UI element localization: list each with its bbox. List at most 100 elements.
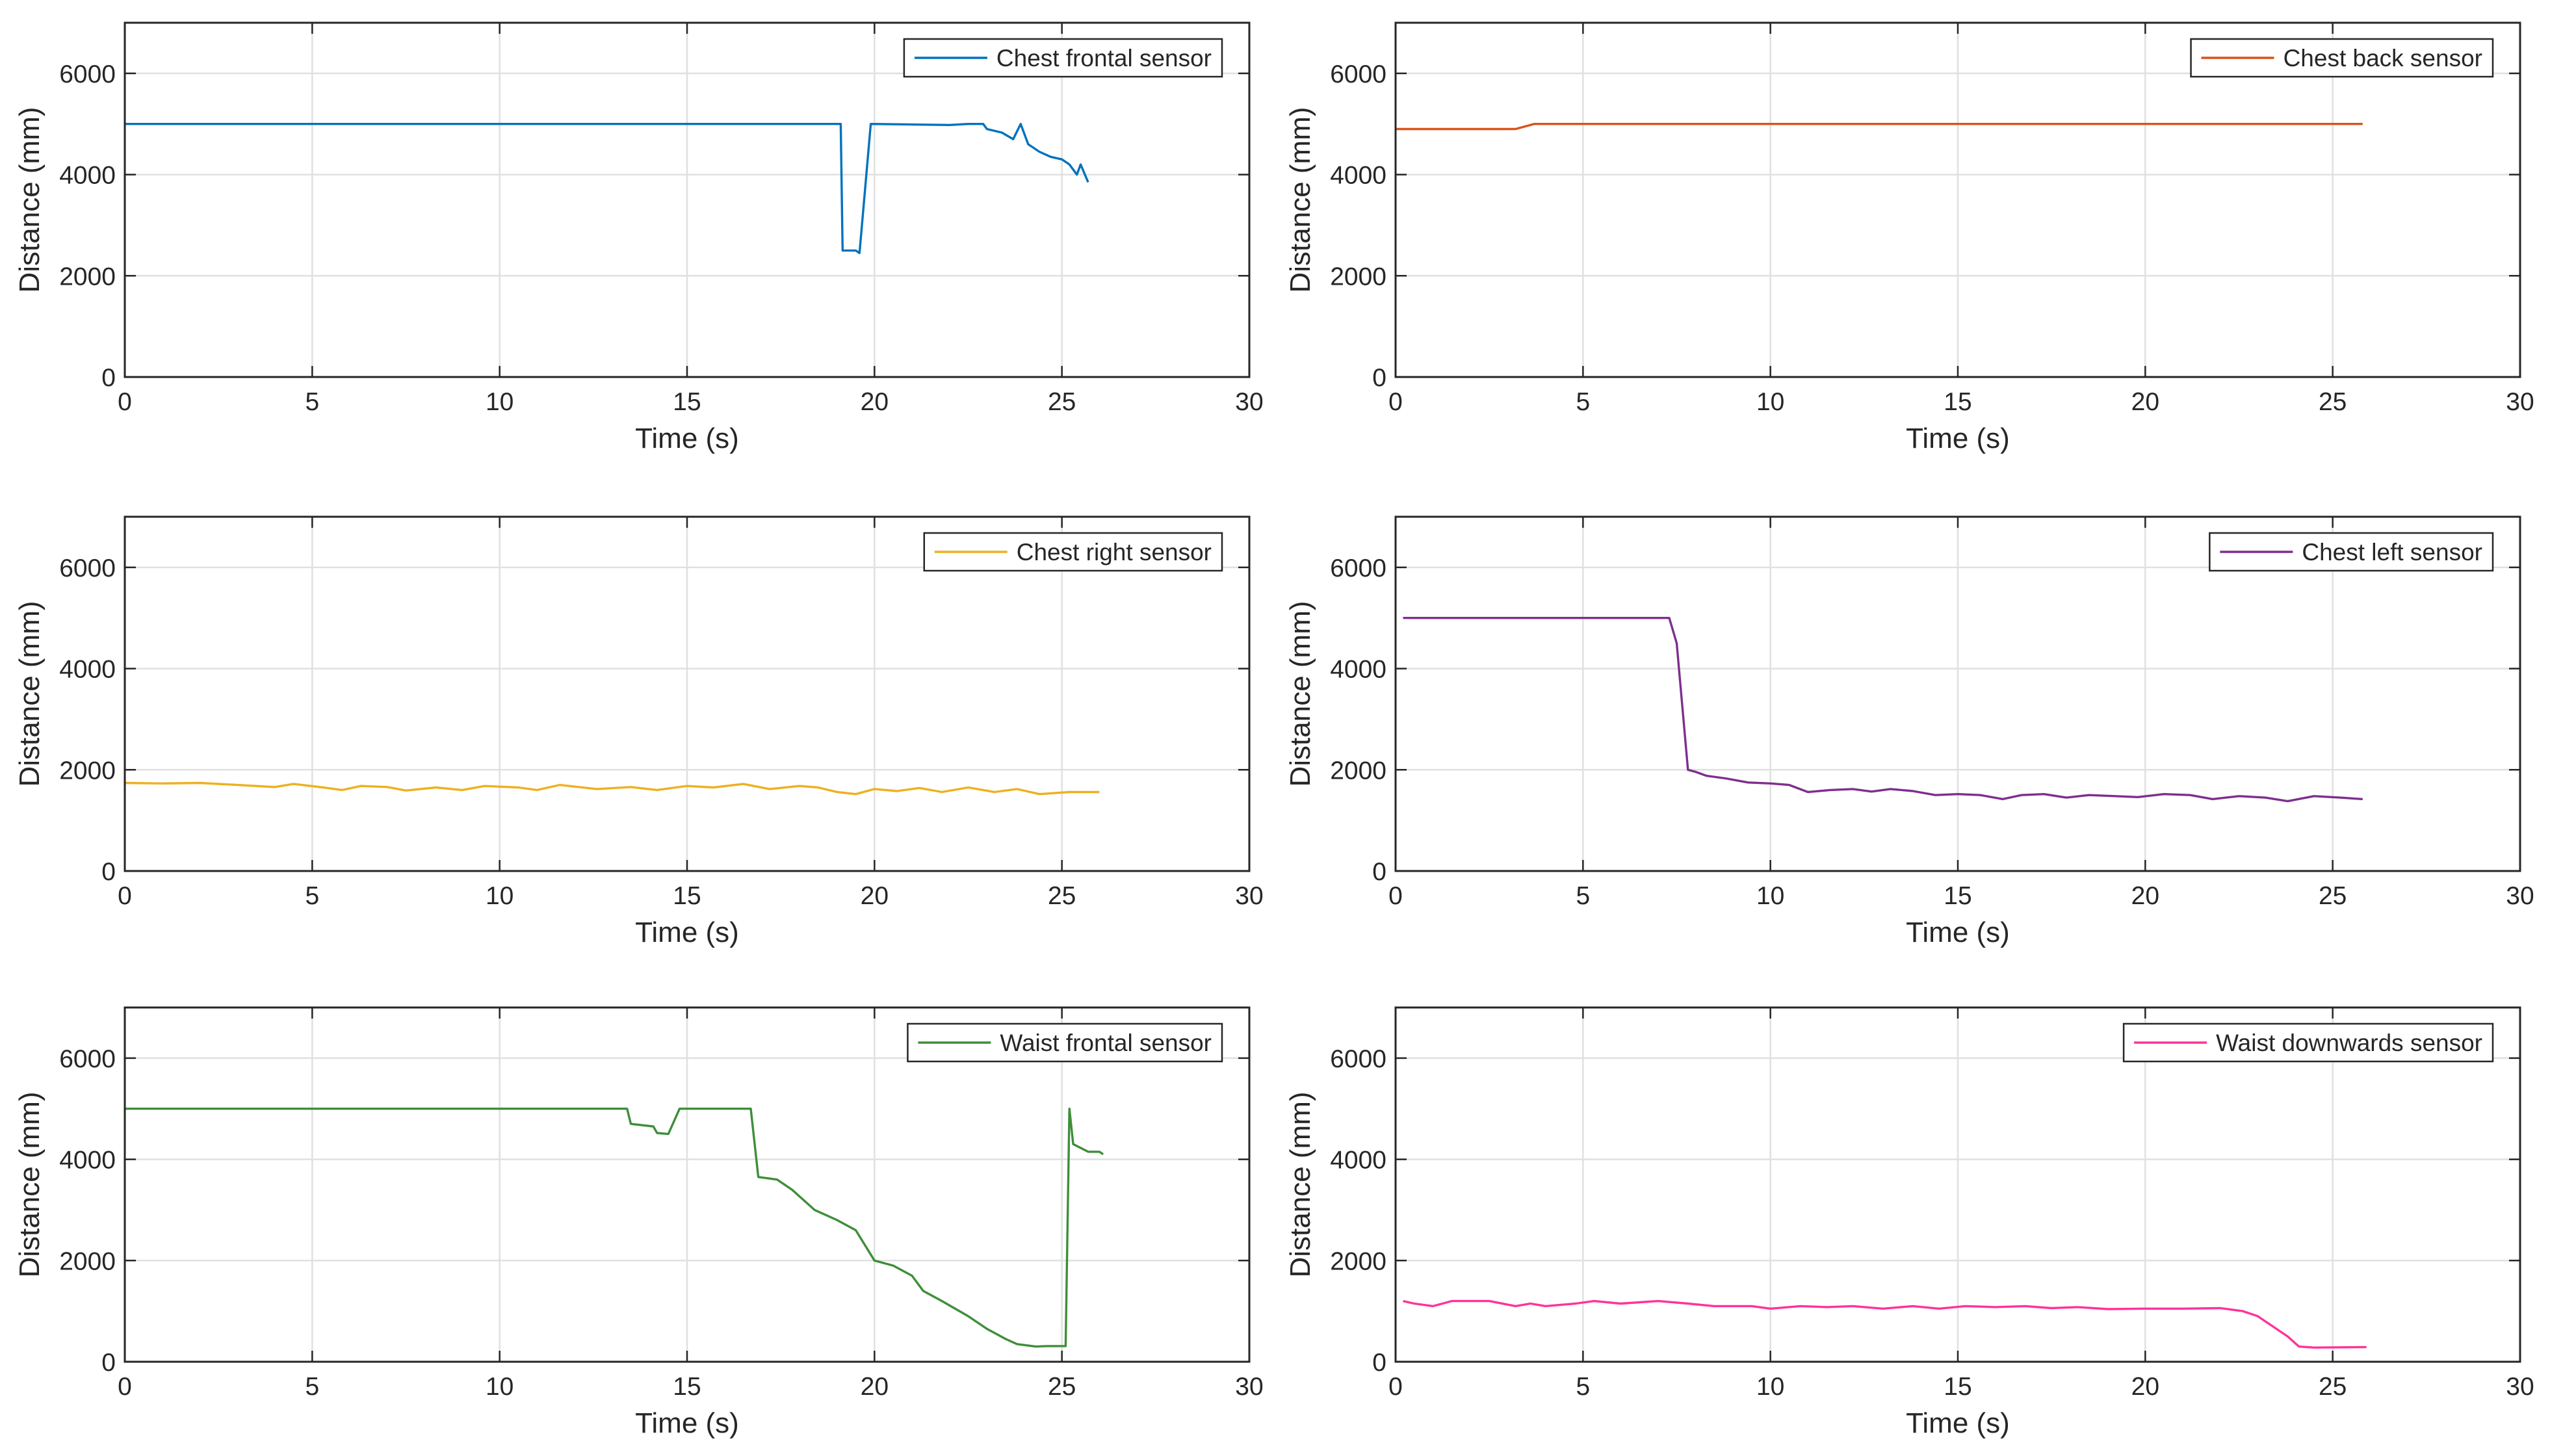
x-axis-label: Time (s) — [1906, 916, 2010, 948]
y-axis-label: Distance (mm) — [1284, 1091, 1316, 1277]
y-tick-label: 2000 — [59, 263, 116, 291]
x-tick-label: 10 — [1756, 388, 1784, 416]
x-tick-label: 15 — [1944, 1373, 1971, 1401]
x-tick-label: 25 — [1048, 1373, 1076, 1401]
x-tick-label: 25 — [2319, 1373, 2347, 1401]
x-tick-label: 0 — [1388, 1373, 1403, 1401]
grid — [1396, 23, 2520, 377]
chart-panel-1: 0 5 10 15 20 25 30 0 2000 4000 6000 Time (s) Distanc… — [14, 21, 1264, 454]
y-tick-label: 6000 — [59, 1045, 116, 1073]
x-tick-label: 25 — [2319, 388, 2347, 416]
series-line — [1396, 123, 2363, 131]
x-tick-label: 5 — [305, 388, 319, 416]
x-tick-label: 0 — [1388, 882, 1403, 910]
x-axis-label: Time (s) — [635, 1407, 739, 1439]
legend: Chest right sensor — [923, 532, 1223, 572]
y-tick-label: 4000 — [59, 162, 116, 190]
y-axis-label: Distance (mm) — [14, 1091, 46, 1277]
y-tick-label: 4000 — [1330, 162, 1386, 190]
x-tick-label: 25 — [2319, 882, 2347, 910]
y-tick-label: 0 — [1372, 364, 1386, 392]
y-tick-label: 2000 — [59, 757, 116, 785]
chart-panel-6: 0 5 10 15 20 25 30 0 2000 4000 6000 Time (s) Distanc… — [1284, 1006, 2534, 1439]
ticks — [1394, 517, 2521, 872]
x-tick-label: 5 — [1576, 882, 1590, 910]
chart-panel-5: 0 5 10 15 20 25 30 0 2000 4000 6000 Time (s) Distanc… — [14, 1006, 1264, 1439]
x-tick-label: 15 — [673, 388, 701, 416]
legend: Waist frontal sensor — [907, 1022, 1223, 1063]
x-tick-label: 5 — [305, 882, 319, 910]
series-line — [125, 123, 1089, 254]
y-axis-label: Distance (mm) — [14, 107, 46, 292]
legend-box — [903, 38, 1223, 78]
x-tick-label: 20 — [2131, 388, 2159, 416]
x-tick-label: 10 — [486, 882, 514, 910]
y-tick-label: 6000 — [59, 60, 116, 88]
legend: Chest back sensor — [2190, 38, 2494, 78]
series-line — [1403, 617, 2363, 803]
x-tick-label: 15 — [673, 1373, 701, 1401]
y-axis-label: Distance (mm) — [14, 601, 46, 786]
ticks — [1394, 1008, 2521, 1363]
x-tick-label: 5 — [1576, 1373, 1590, 1401]
legend: Chest frontal sensor — [903, 38, 1223, 78]
y-tick-label: 2000 — [59, 1247, 116, 1275]
x-tick-label: 25 — [1048, 882, 1076, 910]
x-tick-label: 20 — [2131, 1373, 2159, 1401]
x-tick-label: 30 — [2506, 1373, 2534, 1401]
x-tick-label: 10 — [486, 1373, 514, 1401]
x-tick-label: 0 — [118, 388, 132, 416]
chart-panel-2: 0 5 10 15 20 25 30 0 2000 4000 6000 Time (s) Distanc… — [1284, 21, 2534, 454]
x-tick-label: 0 — [1388, 388, 1403, 416]
x-axis-label: Time (s) — [635, 422, 739, 454]
series-line — [125, 1108, 1104, 1348]
legend-label: Chest back sensor — [2283, 45, 2482, 72]
x-tick-label: 10 — [1756, 882, 1784, 910]
legend: Chest left sensor — [2209, 532, 2494, 572]
y-tick-label: 0 — [101, 858, 116, 886]
y-tick-label: 4000 — [1330, 1147, 1386, 1175]
y-tick-label: 0 — [1372, 1349, 1386, 1377]
y-tick-label: 4000 — [1330, 656, 1386, 684]
x-axis-label: Time (s) — [635, 916, 739, 948]
y-tick-label: 4000 — [59, 656, 116, 684]
x-tick-label: 30 — [1235, 1373, 1263, 1401]
x-tick-label: 20 — [861, 1373, 889, 1401]
chart-panel-4: 0 5 10 15 20 25 30 0 2000 4000 6000 Time (s) Distanc… — [1284, 515, 2534, 948]
legend-box — [2209, 532, 2494, 572]
y-tick-label: 0 — [101, 1349, 116, 1377]
y-tick-label: 0 — [101, 364, 116, 392]
y-tick-label: 6000 — [1330, 60, 1386, 88]
x-tick-label: 30 — [2506, 388, 2534, 416]
x-tick-label: 30 — [1235, 388, 1263, 416]
x-tick-label: 20 — [2131, 882, 2159, 910]
ticks — [1394, 23, 2521, 378]
y-tick-label: 6000 — [1330, 554, 1386, 582]
legend-label: Chest left sensor — [2302, 539, 2482, 566]
y-tick-label: 6000 — [1330, 1045, 1386, 1073]
x-tick-label: 15 — [673, 882, 701, 910]
legend-label: Waist frontal sensor — [1000, 1030, 1212, 1056]
x-tick-label: 0 — [118, 1373, 132, 1401]
chart-panel-3: 0 5 10 15 20 25 30 0 2000 4000 6000 Time (s) Distanc… — [14, 515, 1264, 948]
x-tick-label: 5 — [1576, 388, 1590, 416]
y-tick-label: 2000 — [1330, 757, 1386, 785]
ticks — [124, 23, 1251, 378]
grid — [125, 1008, 1249, 1362]
y-tick-label: 6000 — [59, 554, 116, 582]
y-axis-label: Distance (mm) — [1284, 107, 1316, 292]
x-tick-label: 20 — [861, 882, 889, 910]
x-tick-label: 0 — [118, 882, 132, 910]
legend-label: Chest frontal sensor — [996, 45, 1212, 72]
y-tick-label: 0 — [1372, 858, 1386, 886]
x-axis-label: Time (s) — [1906, 1407, 2010, 1439]
x-tick-label: 30 — [1235, 882, 1263, 910]
x-tick-label: 5 — [305, 1373, 319, 1401]
legend-label: Waist downwards sensor — [2216, 1030, 2482, 1056]
x-tick-label: 30 — [2506, 882, 2534, 910]
x-tick-label: 25 — [1048, 388, 1076, 416]
series-line — [1403, 1299, 2367, 1349]
series-line — [124, 781, 1100, 796]
y-tick-label: 4000 — [59, 1147, 116, 1175]
